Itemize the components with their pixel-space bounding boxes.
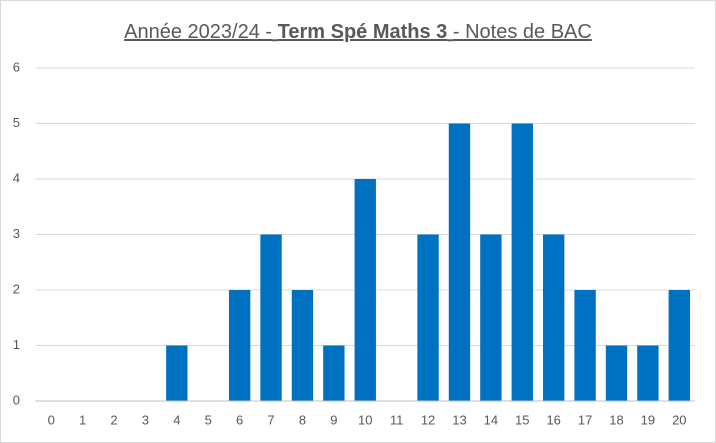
chart-title: Année 2023/24 - Term Spé Maths 3 - Notes…: [124, 21, 592, 43]
bar: [354, 179, 376, 401]
x-tick-label: 16: [546, 412, 560, 427]
title-part: Term Spé Maths 3: [278, 21, 448, 43]
x-tick-label: 11: [390, 412, 404, 427]
y-tick-label: 4: [13, 170, 20, 185]
bar: [511, 123, 533, 401]
y-tick-label: 6: [13, 59, 20, 74]
y-tick-label: 1: [13, 337, 20, 352]
x-tick-label: 13: [452, 412, 466, 427]
x-tick-label: 8: [299, 412, 306, 427]
bar: [260, 234, 282, 401]
bar: [228, 290, 251, 401]
x-tick-label: 6: [236, 412, 243, 427]
title-part: - Notes de BAC: [453, 21, 592, 43]
y-tick-label: 3: [13, 226, 20, 241]
x-tick-label: 19: [641, 412, 655, 427]
bar: [448, 123, 471, 401]
x-tick-label: 4: [173, 412, 180, 427]
x-tick-label: 5: [205, 412, 212, 427]
x-tick-label: 12: [421, 412, 435, 427]
title-part: Année 2023/24 -: [124, 21, 272, 43]
y-tick-label: 0: [13, 392, 20, 407]
bar: [291, 290, 314, 401]
x-tick-label: 0: [48, 412, 55, 427]
x-tick-label: 1: [79, 412, 86, 427]
bar: [605, 345, 628, 401]
x-tick-label: 14: [484, 412, 498, 427]
x-tick-label: 17: [578, 412, 592, 427]
x-tick-label: 10: [358, 412, 372, 427]
y-tick-label: 2: [13, 281, 20, 296]
bar: [417, 234, 439, 401]
x-tick-label: 2: [110, 412, 117, 427]
bar: [574, 290, 596, 401]
x-tick-label: 7: [267, 412, 274, 427]
bar: [323, 345, 345, 401]
bar: [543, 234, 565, 401]
x-tick-label: 9: [330, 412, 337, 427]
x-tick-label: 15: [515, 412, 529, 427]
x-tick-label: 18: [609, 412, 623, 427]
bar: [166, 345, 188, 401]
x-tick-label: 20: [672, 412, 686, 427]
bar: [637, 345, 659, 401]
bar: [668, 290, 690, 401]
y-tick-label: 5: [13, 115, 20, 130]
x-tick-label: 3: [142, 412, 149, 427]
bar: [480, 234, 502, 401]
